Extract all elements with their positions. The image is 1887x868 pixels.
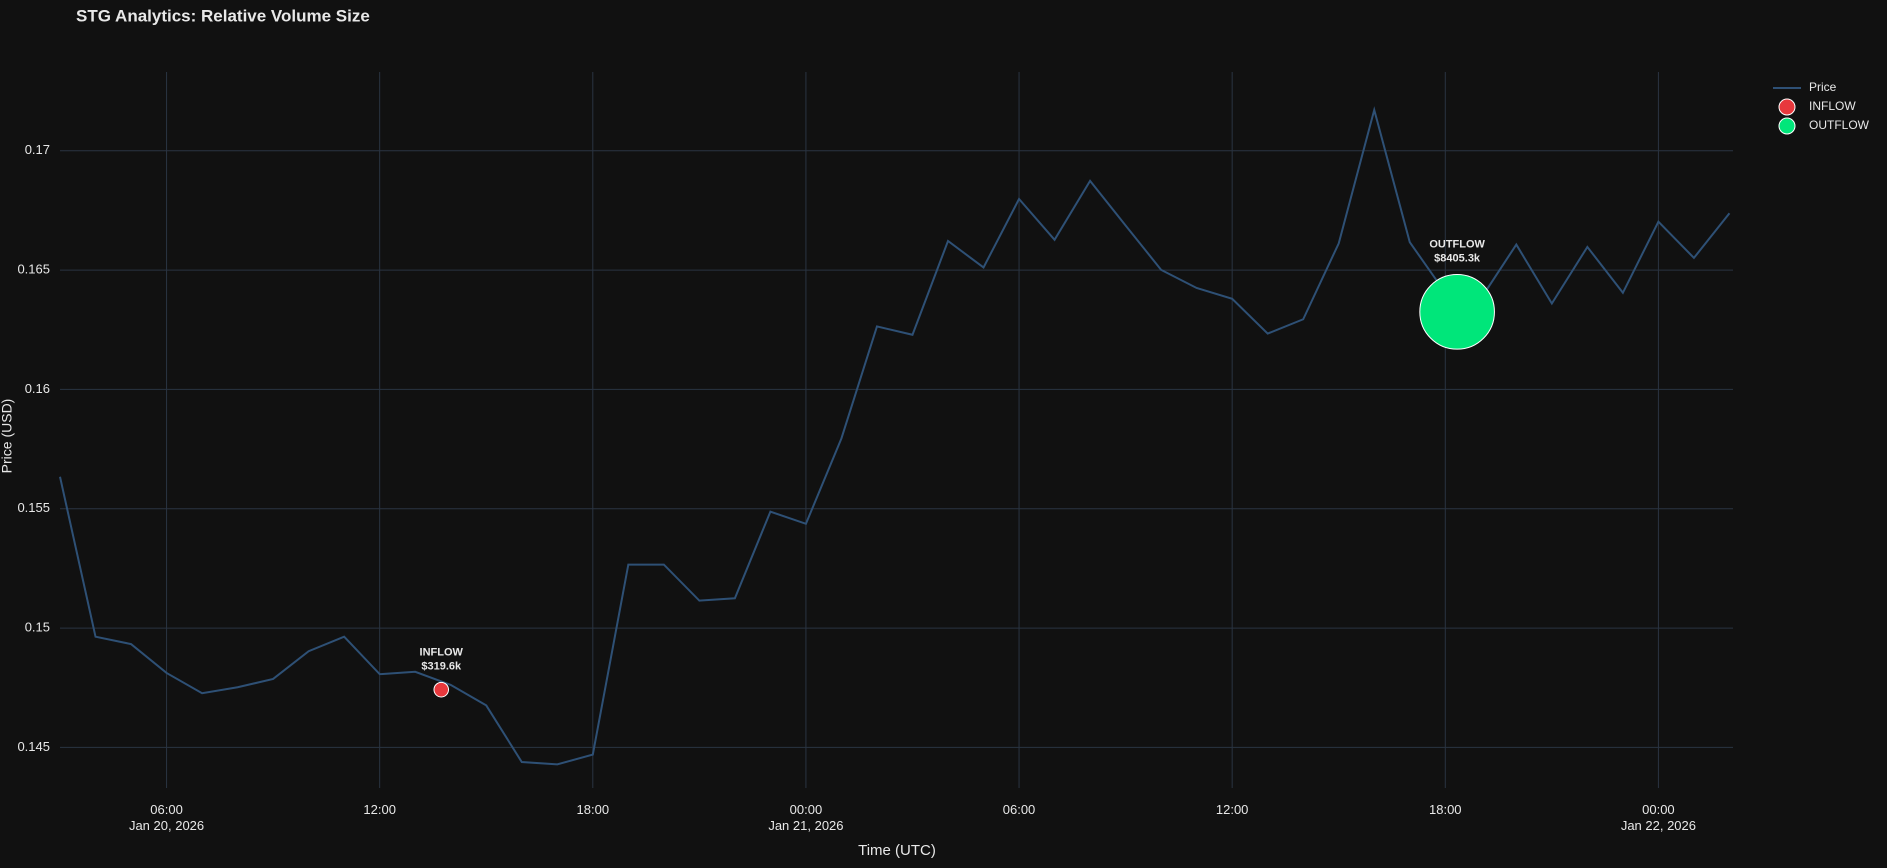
- y-tick-label: 0.15: [25, 620, 50, 635]
- y-tick-label: 0.17: [25, 142, 50, 157]
- annotation-value: $8405.3k: [1434, 252, 1481, 264]
- x-tick-label: 12:00: [1215, 802, 1249, 817]
- flow-bubble: [433, 681, 450, 698]
- x-tick-label: 00:00 Jan 22, 2026: [1620, 802, 1696, 833]
- y-axis-title: Price (USD): [0, 399, 15, 474]
- annotation-name: INFLOW: [420, 646, 464, 658]
- x-tick-label: 12:00: [363, 802, 396, 817]
- y-tick-label: 0.145: [17, 739, 50, 754]
- y-tick-label: 0.165: [17, 262, 50, 277]
- annotation-value: $319.6k: [421, 660, 462, 672]
- x-tick-label: 18:00: [1429, 802, 1462, 817]
- price-line: [59, 106, 1731, 766]
- legend-label: Price: [1809, 80, 1837, 94]
- x-tick-label: 06:00 Jan 20, 2026: [128, 802, 205, 833]
- annotation-name: OUTFLOW: [1429, 238, 1485, 250]
- y-tick-label: 0.16: [25, 381, 50, 396]
- legend-label: INFLOW: [1809, 99, 1856, 113]
- x-tick-label: 06:00: [1002, 802, 1036, 817]
- x-tick-label: 00:00 Jan 21, 2026: [768, 802, 844, 833]
- y-tick-label: 0.155: [17, 500, 50, 515]
- legend-swatch: [1778, 98, 1796, 116]
- chart-title: STG Analytics: Relative Volume Size: [76, 6, 370, 25]
- x-axis-title: Time (UTC): [858, 842, 936, 859]
- legend-swatch: [1778, 117, 1796, 135]
- flow-bubble: [1419, 274, 1495, 350]
- legend-label: OUTFLOW: [1809, 118, 1870, 132]
- x-tick-label: 18:00: [576, 802, 610, 817]
